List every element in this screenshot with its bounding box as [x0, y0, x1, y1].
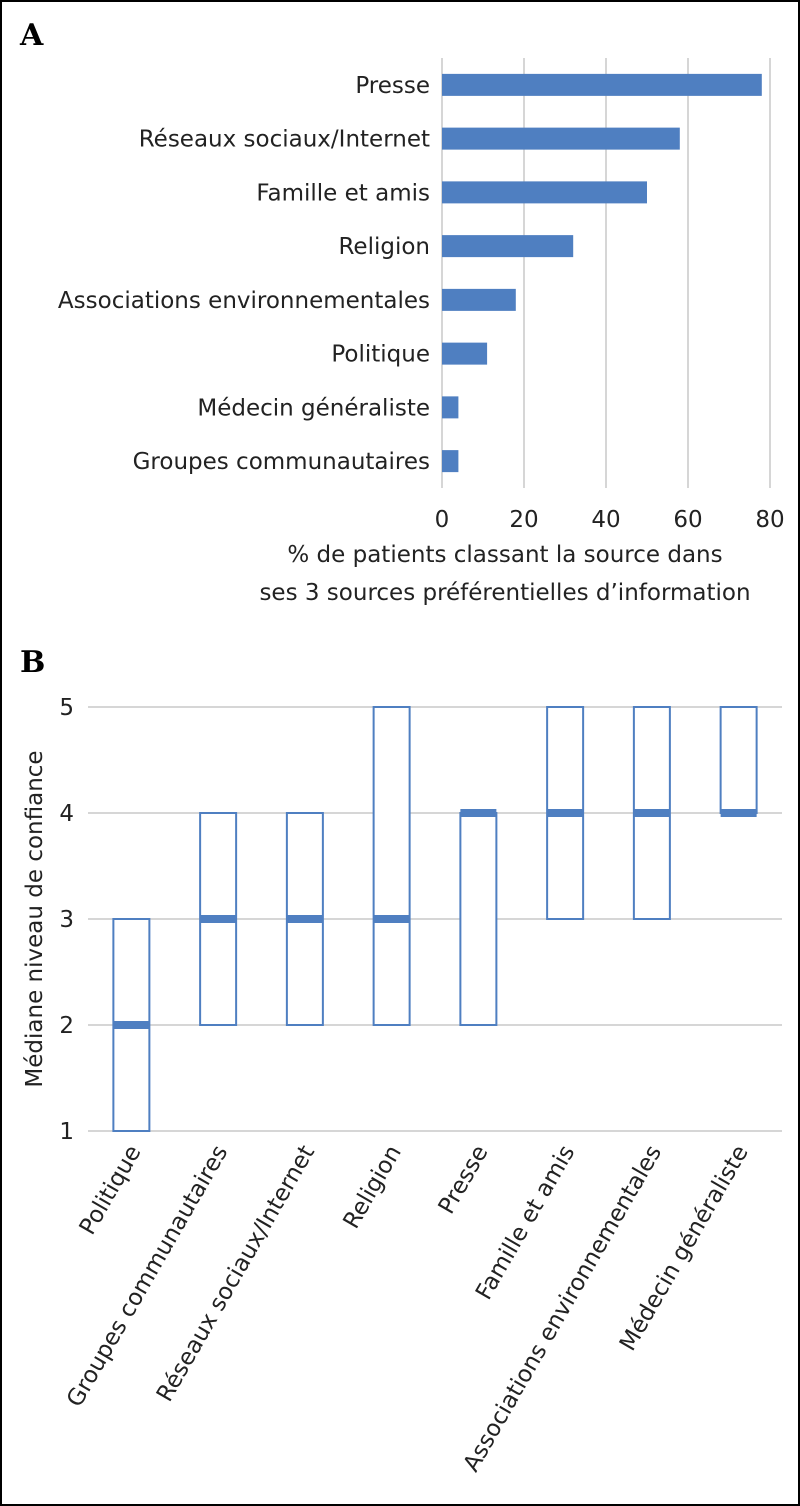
bar-chart-panel-a: 0 20 40 60 80 Presse Réseaux sociaux/Internet F…: [58, 58, 785, 606]
x-axis-title: ses 3 sources préférentielles d’informat…: [259, 580, 750, 606]
bar: [442, 450, 459, 473]
y-tick-label: 2: [59, 1013, 74, 1039]
category-label: Politique: [331, 342, 430, 368]
y-axis-title: Médiane niveau de confiance: [22, 750, 48, 1087]
x-tick-label: 60: [673, 507, 702, 533]
category-label: Famille et amis: [256, 180, 430, 206]
x-axis-title: % de patients classant la source dans: [287, 542, 722, 568]
category-label: Presse: [355, 73, 430, 99]
panel-a-label: A: [19, 18, 44, 53]
x-tick-label: 40: [591, 507, 620, 533]
x-tick-label: 80: [755, 507, 784, 533]
box: [719, 706, 758, 814]
bar: [442, 342, 488, 365]
bar: [442, 127, 680, 150]
y-tick-label: 4: [59, 801, 74, 827]
panel-b-label: B: [20, 645, 45, 680]
y-tick-label: 5: [59, 695, 74, 721]
x-tick-label: 20: [509, 507, 538, 533]
x-tick-label: 0: [435, 507, 450, 533]
box: [459, 812, 498, 1026]
bar: [442, 288, 516, 311]
category-label: Associations environnementales: [58, 288, 430, 314]
y-tick-label: 1: [59, 1119, 74, 1145]
category-label: Groupes communautaires: [133, 449, 430, 475]
category-label: Réseaux sociaux/Internet: [139, 127, 430, 153]
bar: [442, 235, 574, 258]
y-tick-label: 3: [59, 907, 74, 933]
bar: [442, 396, 459, 419]
category-label: Religion: [338, 234, 430, 260]
category-label: Médecin généraliste: [197, 395, 430, 421]
box: [372, 706, 411, 1026]
bar: [442, 73, 762, 96]
bar: [442, 181, 647, 204]
